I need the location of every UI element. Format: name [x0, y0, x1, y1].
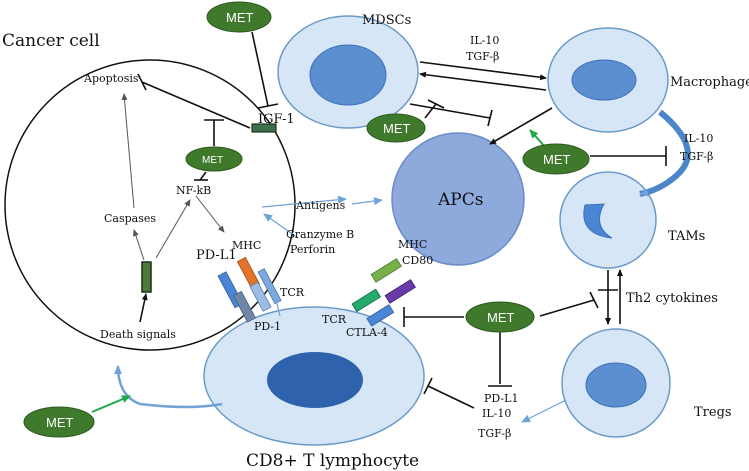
cancer-cell-label: Cancer cell	[2, 31, 100, 51]
apcs-label: APCs	[437, 190, 483, 210]
met-badge-cancer-inner-text: MET	[202, 155, 223, 166]
met-badge-mid-left: MET	[366, 113, 426, 143]
pd1-pdl1-receptor	[217, 271, 256, 323]
met-badge-cancer-inner: MET	[185, 146, 243, 172]
igf1-receptor	[251, 123, 277, 133]
mhc-tcr-apc-receptor	[351, 258, 402, 313]
perforin-label: Perforin	[290, 243, 335, 256]
macrophage-cell	[547, 27, 669, 133]
pdl1-cancer-label: PD-L1	[196, 248, 237, 263]
met-badge-mid-left-text: MET	[383, 121, 411, 136]
mhc-tcr-receptor	[236, 256, 282, 312]
caspases-label: Caspases	[104, 212, 156, 225]
cd80-ctla4-receptor	[366, 279, 416, 327]
tgfb-top-label: TGF-β	[466, 50, 499, 63]
pdl1-bottom-label: PD-L1	[484, 392, 518, 405]
met-badge-bottom-left-text: MET	[46, 415, 74, 430]
blue-curved-arrows	[114, 109, 691, 409]
met-badge-right: MET	[522, 143, 590, 175]
il10-top-label: IL-10	[470, 34, 499, 47]
granzyme-label: Granzyme B	[286, 228, 354, 241]
antigens-label: Antigens	[295, 199, 346, 212]
inhibition-lines	[137, 31, 667, 409]
met-badge-center-text: MET	[487, 310, 515, 325]
macrophage-label: Macrophage	[670, 75, 749, 90]
cancer-cell	[4, 59, 296, 351]
cd8-label: CD8+ T lymphocyte	[246, 451, 419, 471]
pd1-label: PD-1	[254, 320, 281, 333]
met-badge-top: MET	[206, 1, 272, 33]
tams-label: TAMs	[668, 229, 705, 244]
tcr-right-label: TCR	[322, 313, 347, 326]
apoptosis-label: Apoptosis	[83, 72, 139, 85]
cd80-label: CD80	[402, 254, 433, 267]
tregs-cell	[561, 328, 671, 438]
met-badge-top-text: MET	[226, 10, 254, 25]
tregs-label: Tregs	[694, 405, 732, 420]
mhc-cancer-label: MHC	[232, 239, 261, 252]
met-badge-center: MET	[465, 301, 535, 333]
nfkb-label: NF-kB	[176, 184, 211, 197]
th2-label: Th2 cytokines	[626, 291, 718, 306]
il10-right-label: IL-10	[684, 132, 713, 145]
ctla4-label: CTLA-4	[346, 326, 388, 339]
met-badge-bottom-left: MET	[23, 406, 95, 438]
death-receptor	[141, 261, 152, 293]
apcs-cell	[391, 132, 525, 266]
tgfb-right-label: TGF-β	[680, 150, 713, 163]
blue-thin-arrows	[261, 195, 567, 423]
mdscs-cell	[277, 15, 419, 129]
il10-bottom-label: IL-10	[482, 407, 511, 420]
death-signals-label: Death signals	[100, 328, 176, 341]
tgfb-bottom-label: TGF-β	[478, 427, 511, 440]
mdscs-label: MDSCs	[362, 13, 411, 28]
mhc-apc-label: MHC	[398, 238, 427, 251]
internal-pathways	[121, 93, 225, 261]
tams-cell	[559, 171, 657, 269]
tcr-left-label: TCR	[280, 286, 305, 299]
met-badge-right-text: MET	[543, 152, 571, 167]
cd8-t-cell	[203, 306, 425, 446]
igf1-label: IGF-1	[258, 112, 295, 127]
